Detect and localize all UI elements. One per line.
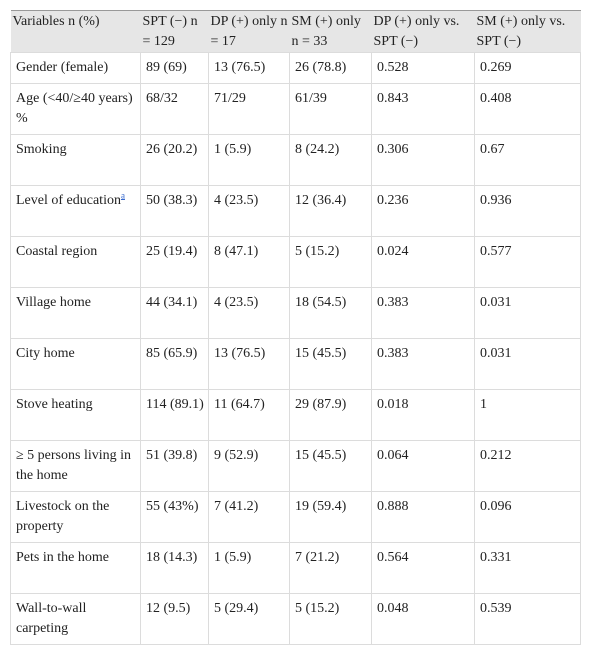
table-cell: 85 (65.9): [140, 338, 209, 390]
table-cell: 8 (24.2): [289, 134, 372, 186]
table-cell: 26 (78.8): [289, 52, 372, 84]
table-cell: 0.236: [371, 185, 475, 237]
table-cell: 0.031: [474, 287, 581, 339]
table-cell: 0.096: [474, 491, 581, 543]
table-cell: 0.383: [371, 338, 475, 390]
table-cell: 44 (34.1): [140, 287, 209, 339]
cell-text: Level of education: [16, 193, 121, 208]
header-cell: DP (+) only vs. SPT (−): [371, 10, 475, 53]
table-cell: 0.306: [371, 134, 475, 186]
table-cell: 5 (15.2): [289, 593, 372, 645]
table-cell: 0.67: [474, 134, 581, 186]
table-cell: 0.528: [371, 52, 475, 84]
table-row: Pets in the home 18 (14.3) 1 (5.9) 7 (21.2)…: [10, 542, 581, 594]
table-cell: 68/32: [140, 83, 209, 135]
table-cell: 5 (15.2): [289, 236, 372, 288]
footnote-mark: a: [120, 190, 125, 201]
table-cell: 0.212: [474, 440, 581, 492]
table-row: City home 85 (65.9) 13 (76.5) 15 (45.5) 0.38…: [10, 338, 581, 390]
table-cell: 0.408: [474, 83, 581, 135]
table-cell: 71/29: [208, 83, 290, 135]
table-row: Gender (female) 89 (69) 13 (76.5) 26 (78.8)…: [10, 52, 581, 84]
header-cell: Variables n (%): [10, 10, 141, 53]
table-cell: 0.331: [474, 542, 581, 594]
table-cell: 7 (21.2): [289, 542, 372, 594]
table-cell: 1 (5.9): [208, 542, 290, 594]
table-row: Village home 44 (34.1) 4 (23.5) 18 (54.5) 0.…: [10, 287, 581, 339]
table-cell: 12 (36.4): [289, 185, 372, 237]
table-cell: 0.024: [371, 236, 475, 288]
table-cell: 15 (45.5): [289, 440, 372, 492]
table-cell: Village home: [10, 287, 141, 339]
table-cell: 11 (64.7): [208, 389, 290, 441]
table-row: ≥ 5 persons living in the home 51 (39.8) 9…: [10, 440, 581, 492]
table-cell: Level of educationa: [10, 185, 141, 237]
table-cell: 61/39: [289, 83, 372, 135]
table-cell: 0.936: [474, 185, 581, 237]
table-cell: Livestock on the property: [10, 491, 141, 543]
table-cell: 0.539: [474, 593, 581, 645]
table-cell: 1 (5.9): [208, 134, 290, 186]
header-cell: SPT (−) n = 129: [140, 10, 209, 53]
table-row: Stove heating 114 (89.1) 11 (64.7) 29 (87.9…: [10, 389, 581, 441]
table-cell: Wall-to-wall carpeting: [10, 593, 141, 645]
table-row: Coastal region 25 (19.4) 8 (47.1) 5 (15.2) 0…: [10, 236, 581, 288]
table-cell: 12 (9.5): [140, 593, 209, 645]
table-cell: 0.843: [371, 83, 475, 135]
table-cell: 0.577: [474, 236, 581, 288]
table-cell: 50 (38.3): [140, 185, 209, 237]
table-cell: 8 (47.1): [208, 236, 290, 288]
table-row: Age (<40/≥40 years) % 68/32 71/29 61/39 0.84…: [10, 83, 581, 135]
table-cell: 0.269: [474, 52, 581, 84]
table-cell: 1: [474, 389, 581, 441]
table-cell: 114 (89.1): [140, 389, 209, 441]
table-cell: 15 (45.5): [289, 338, 372, 390]
table-cell: 0.018: [371, 389, 475, 441]
table-cell: 26 (20.2): [140, 134, 209, 186]
table-cell: 55 (43%): [140, 491, 209, 543]
table-cell: Coastal region: [10, 236, 141, 288]
table-row: Livestock on the property 55 (43%) 7 (41.2…: [10, 491, 581, 543]
header-cell: DP (+) only n = 17: [208, 10, 290, 53]
table-cell: 0.383: [371, 287, 475, 339]
table-cell: City home: [10, 338, 141, 390]
table-cell: 0.064: [371, 440, 475, 492]
table-cell: Stove heating: [10, 389, 141, 441]
header-cell: SM (+) only vs. SPT (−): [474, 10, 581, 53]
table-cell: 29 (87.9): [289, 389, 372, 441]
table-cell: 18 (54.5): [289, 287, 372, 339]
data-table: Variables n (%) SPT (−) n = 129 DP (+) onl…: [10, 10, 581, 645]
table-row: Wall-to-wall carpeting 12 (9.5) 5 (29.4) 5 …: [10, 593, 581, 645]
table-row: Smoking 26 (20.2) 1 (5.9) 8 (24.2) 0.306 0.67: [10, 134, 581, 186]
table-cell: Pets in the home: [10, 542, 141, 594]
table-cell: 4 (23.5): [208, 287, 290, 339]
table-cell: 19 (59.4): [289, 491, 372, 543]
table-cell: 7 (41.2): [208, 491, 290, 543]
table-cell: 51 (39.8): [140, 440, 209, 492]
header-row: Variables n (%) SPT (−) n = 129 DP (+) onl…: [10, 10, 581, 53]
table-cell: Smoking: [10, 134, 141, 186]
table-cell: 0.564: [371, 542, 475, 594]
table-cell: 18 (14.3): [140, 542, 209, 594]
table-cell: Gender (female): [10, 52, 141, 84]
table-cell: ≥ 5 persons living in the home: [10, 440, 141, 492]
table-cell: 13 (76.5): [208, 338, 290, 390]
table-cell: 5 (29.4): [208, 593, 290, 645]
table-cell: 13 (76.5): [208, 52, 290, 84]
header-cell: SM (+) only n = 33: [289, 10, 372, 53]
table-cell: 25 (19.4): [140, 236, 209, 288]
table-cell: 4 (23.5): [208, 185, 290, 237]
table-cell: 9 (52.9): [208, 440, 290, 492]
table-cell: 0.888: [371, 491, 475, 543]
table-cell: Age (<40/≥40 years) %: [10, 83, 141, 135]
table-row: Level of educationa 50 (38.3) 4 (23.5) 12 (…: [10, 185, 581, 237]
table-cell: 0.031: [474, 338, 581, 390]
table-cell: 0.048: [371, 593, 475, 645]
table-cell: 89 (69): [140, 52, 209, 84]
